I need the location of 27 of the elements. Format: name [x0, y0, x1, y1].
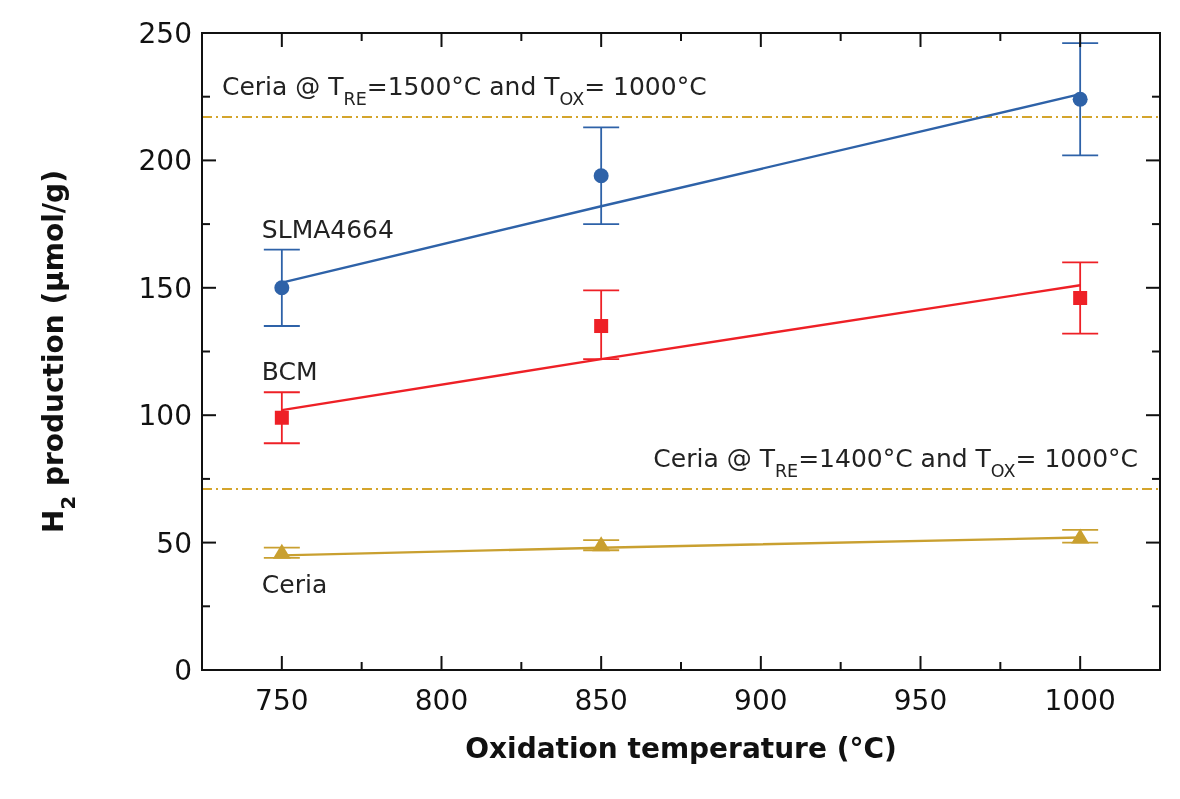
point [593, 168, 609, 184]
y-tick-label: 0 [174, 654, 192, 687]
point [1073, 290, 1088, 305]
series-label: SLMA4664 [261, 214, 394, 244]
point [1072, 91, 1088, 107]
point [274, 410, 289, 425]
x-tick-label: 800 [414, 684, 469, 717]
series-label: BCM [261, 357, 318, 387]
series-label: Ceria [261, 569, 328, 599]
point [592, 536, 611, 552]
y-tick-label: 200 [138, 144, 192, 178]
annotation: Ceria @ T$_{RE}$=1500°C and T$_{OX}$= 1000°C [222, 72, 707, 110]
annotation: Ceria @ T$_{RE}$=1400°C and T$_{OX}$= 1000°C [653, 444, 1138, 482]
x-axis-title: Oxidation temperature (°C) [465, 732, 897, 765]
y-tick-label: 50 [156, 526, 192, 560]
x-tick-label: 750 [255, 684, 309, 717]
y-tick-label: 250 [138, 17, 192, 50]
x-tick-label: 950 [893, 684, 948, 717]
y-tick-label: 100 [138, 399, 192, 433]
x-tick-label: 850 [574, 684, 628, 717]
y-tick-label: 150 [138, 271, 192, 305]
x-tick-label: 900 [734, 684, 788, 717]
point [594, 319, 609, 334]
point [1071, 528, 1090, 544]
point [274, 280, 290, 296]
point [272, 543, 291, 559]
x-tick-label: 1000 [1044, 684, 1116, 717]
